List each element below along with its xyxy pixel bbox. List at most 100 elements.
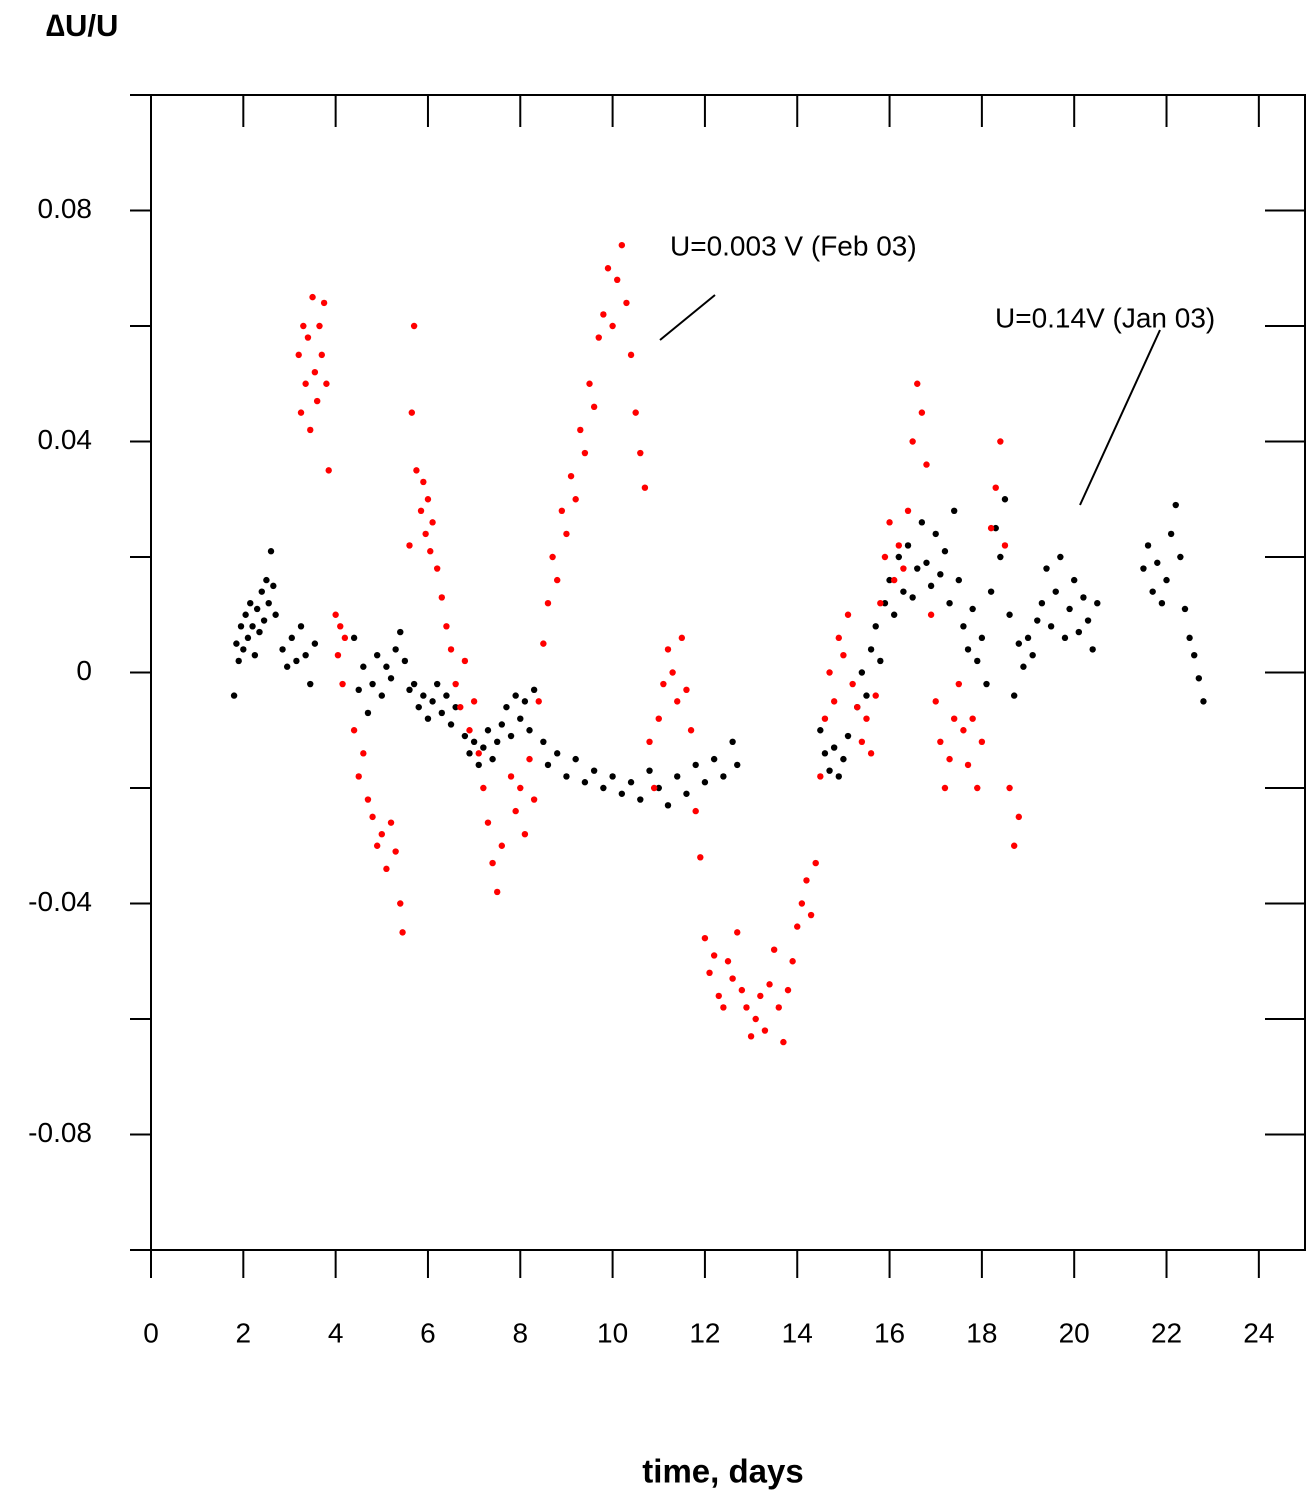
- point: [955, 680, 962, 688]
- x-tick-label: 12: [689, 1317, 720, 1348]
- point: [595, 334, 602, 341]
- point: [242, 611, 249, 618]
- point: [609, 773, 616, 780]
- series-annotation: U=0.003 V (Feb 03): [670, 230, 917, 261]
- point: [433, 565, 441, 572]
- point: [263, 576, 270, 584]
- point: [664, 802, 672, 809]
- point: [438, 594, 446, 601]
- point: [427, 548, 434, 555]
- point: [265, 600, 272, 607]
- point: [581, 449, 589, 457]
- point: [817, 727, 824, 734]
- point: [443, 692, 450, 699]
- point: [489, 859, 496, 867]
- point: [563, 530, 570, 538]
- x-tick-label: 16: [874, 1317, 905, 1348]
- point: [881, 600, 889, 607]
- point: [987, 588, 995, 595]
- x-tick-label: 8: [512, 1317, 528, 1348]
- point: [240, 646, 247, 653]
- point: [397, 900, 404, 907]
- point: [761, 1027, 769, 1034]
- point: [1191, 651, 1198, 659]
- point: [863, 692, 870, 699]
- point: [674, 698, 681, 705]
- point: [288, 634, 295, 642]
- chart-title: ∆U/U: [46, 8, 118, 43]
- x-tick-label: 22: [1151, 1317, 1182, 1348]
- point: [909, 438, 916, 445]
- point: [646, 738, 653, 745]
- point: [572, 496, 579, 503]
- point: [480, 784, 487, 792]
- point: [1195, 675, 1203, 682]
- point: [840, 651, 847, 659]
- point: [604, 265, 612, 272]
- point: [937, 738, 944, 745]
- point: [457, 703, 464, 711]
- point: [969, 715, 976, 722]
- point: [558, 507, 566, 514]
- point: [770, 946, 778, 953]
- point: [757, 992, 764, 1000]
- point: [302, 651, 309, 659]
- point: [521, 698, 529, 705]
- point: [540, 640, 547, 647]
- point: [237, 623, 245, 630]
- point: [895, 553, 902, 561]
- point: [997, 438, 1004, 445]
- point: [909, 594, 916, 601]
- point: [618, 241, 626, 249]
- point: [1061, 634, 1069, 642]
- point: [341, 634, 349, 642]
- point: [669, 669, 676, 676]
- point: [867, 750, 875, 757]
- point: [272, 611, 279, 618]
- point: [867, 646, 875, 653]
- point: [627, 779, 635, 786]
- point: [1140, 565, 1147, 572]
- point: [410, 322, 418, 330]
- point: [461, 732, 469, 740]
- point: [378, 831, 385, 838]
- point: [1158, 600, 1166, 607]
- point: [637, 449, 644, 457]
- annotation-leader: [659, 294, 716, 341]
- point: [710, 755, 718, 763]
- point: [521, 831, 529, 838]
- point: [270, 582, 277, 590]
- point: [544, 600, 552, 607]
- point: [517, 784, 524, 792]
- point: [323, 380, 330, 387]
- point: [697, 854, 704, 861]
- point: [1089, 646, 1096, 653]
- point: [692, 807, 699, 815]
- point: [387, 675, 395, 682]
- point: [480, 744, 487, 751]
- point: [410, 680, 418, 688]
- point: [729, 975, 736, 982]
- point: [258, 588, 265, 595]
- point: [484, 819, 492, 826]
- point: [794, 923, 801, 930]
- point: [422, 530, 429, 538]
- point: [927, 611, 935, 618]
- point: [923, 559, 930, 566]
- point: [475, 761, 482, 769]
- point: [406, 686, 413, 694]
- point: [1181, 605, 1189, 613]
- point: [784, 986, 792, 994]
- point: [927, 582, 935, 590]
- point: [854, 703, 861, 711]
- point: [1154, 559, 1161, 566]
- point: [339, 680, 346, 688]
- y-tick-label: -0.08: [28, 1117, 92, 1148]
- point: [540, 738, 547, 745]
- point: [313, 397, 321, 405]
- point: [830, 698, 838, 705]
- point: [494, 888, 501, 896]
- point: [849, 680, 856, 688]
- point: [307, 680, 314, 688]
- point: [1167, 530, 1175, 538]
